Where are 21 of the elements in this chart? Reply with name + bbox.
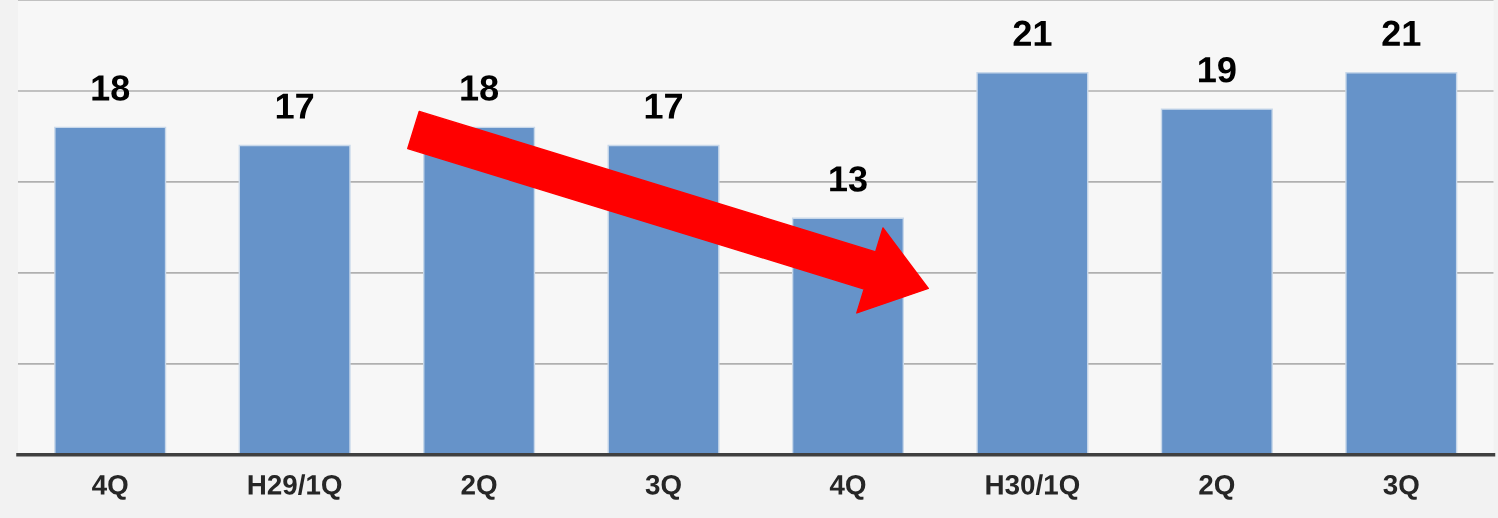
data-label: 13 [830, 166, 867, 192]
data-label: 18 [92, 75, 130, 101]
x-tick-label: 2Q [461, 474, 497, 500]
x-tick-label: 2Q [1199, 474, 1235, 500]
x-tick-label: H29/1Q [248, 474, 342, 500]
bar [238, 144, 351, 455]
x-tick-label: H30/1Q [986, 474, 1080, 500]
data-label: 21 [1382, 20, 1421, 46]
bar [1345, 72, 1458, 455]
bar [54, 126, 167, 455]
data-label: 17 [276, 93, 314, 119]
bar [1160, 108, 1273, 455]
bar [976, 72, 1089, 455]
x-tick-label: 3Q [645, 474, 681, 500]
x-tick-label: 4Q [829, 474, 866, 500]
data-label: 17 [645, 93, 683, 119]
x-tick-label: 3Q [1383, 474, 1419, 500]
data-label: 18 [461, 75, 499, 101]
data-label: 21 [1013, 20, 1052, 46]
data-label: 19 [1199, 57, 1236, 83]
x-tick-label: 4Q [92, 474, 128, 500]
